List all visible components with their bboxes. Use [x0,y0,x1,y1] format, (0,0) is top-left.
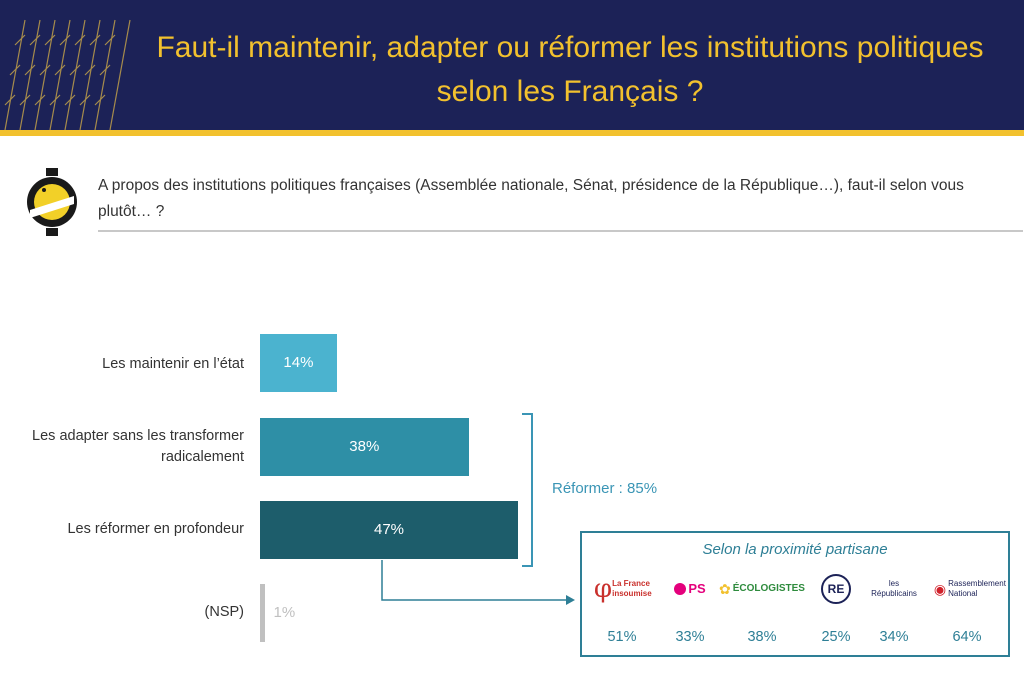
title-line-1: Faut-il maintenir, adapter ou réformer l… [156,31,984,64]
partisan-panel-title: Selon la proximité partisane [702,541,888,558]
re-logo-text: RE [821,574,851,604]
party-re: RE 25% [802,571,870,645]
re-logo-icon: RE [802,571,870,607]
lr-logo-text: les Républicains [871,579,917,598]
party-value-re: 25% [821,629,851,645]
party-value-rn: 64% [952,629,982,645]
connector-arrow [381,560,575,605]
partisan-breakdown-panel: Selon la proximité partisane φ La France… [580,531,1010,657]
header-accent-stripe [0,130,1024,136]
category-label-nsp: (NSP) [204,604,244,620]
ps-logo-icon: PS [656,571,724,607]
value-label-maintain: 14% [283,354,314,371]
party-value-ps: 33% [675,629,705,645]
category-label-adapt-text: Les adapter sans les transformer radical… [32,428,244,465]
party-ps: PS 33% [656,571,724,645]
page-title: Faut-il maintenir, adapter ou réformer l… [120,26,1020,114]
party-eelv: ✿ ÉCOLOGISTES 38% [714,571,810,645]
lfi-logo-text: La France insoumise [612,579,652,598]
question-divider [98,230,1023,232]
party-value-eelv: 38% [747,629,777,645]
reform-total-annotation: Réformer : 85% [552,480,658,497]
reform-bracket [522,413,533,567]
bar-reform [260,501,518,559]
title-line-2: selon les Français ? [436,75,704,108]
decorative-pattern [4,19,131,130]
party-value-lr: 34% [879,629,909,645]
party-lr: les Républicains 34% [860,571,928,645]
party-value-lfi: 51% [607,629,637,645]
eelv-logo-icon: ✿ ÉCOLOGISTES [719,581,805,597]
lr-logo-icon: les Républicains [860,571,928,607]
category-label-adapt: Les adapter sans les transformer radical… [14,426,244,468]
eelv-logo-text: ÉCOLOGISTES [732,583,805,594]
value-label-adapt: 38% [349,438,380,455]
pollster-logo-icon [27,168,77,236]
header-banner: Faut-il maintenir, adapter ou réformer l… [0,0,1024,130]
rn-logo-text: Rassemblement National [948,579,1006,598]
bar-maintain [260,334,337,392]
party-rn: ◉ Rassemblement National 64% [928,571,1006,645]
rn-logo-icon: ◉ Rassemblement National [933,579,1006,598]
bar-adapt [260,418,469,476]
ps-logo-text: PS [688,581,706,596]
survey-question: A propos des institutions politiques fra… [98,177,964,220]
category-label-reform: Les réformer en profondeur [67,521,244,537]
party-lfi: φ La France insoumise 51% [588,571,656,645]
lfi-logo-icon: φ La France insoumise [593,574,652,604]
value-label-reform: 47% [373,521,405,538]
category-label-maintain: Les maintenir en l’état [102,356,244,372]
bar-nsp [260,584,266,642]
value-label-nsp: 1% [273,604,296,621]
